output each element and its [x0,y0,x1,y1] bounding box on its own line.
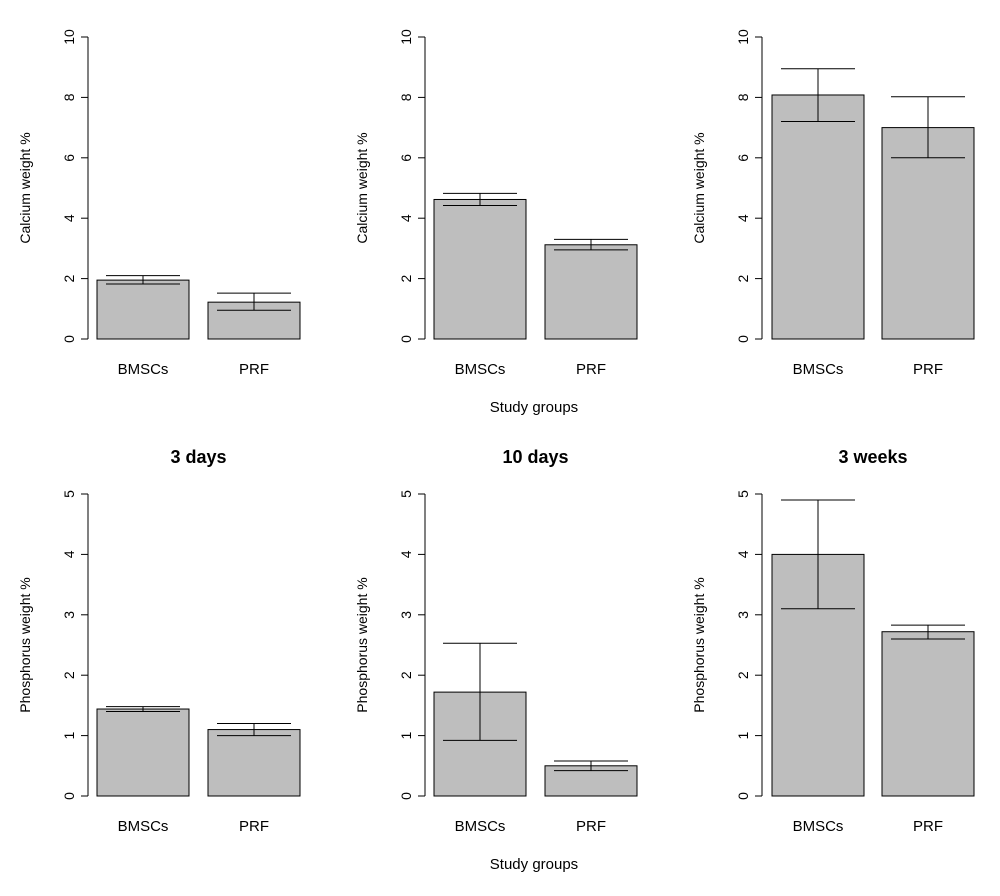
y-tick-label: 4 [398,550,414,558]
y-axis-title: Phosphorus weight % [17,577,33,712]
y-tick-label: 8 [398,93,414,101]
y-tick-label: 1 [61,731,77,739]
y-axis-title: Calcium weight % [17,132,33,243]
bar [96,708,190,797]
y-tick-label: 3 [61,611,77,619]
y-tick-label: 6 [61,154,77,162]
bar [207,729,301,797]
y-tick-label: 5 [735,490,751,498]
y-tick-label: 4 [735,550,751,558]
y-tick-label: 4 [735,214,751,222]
category-label: PRF [239,818,269,835]
y-axis-title: Calcium weight % [691,132,707,243]
category-label: BMSCs [793,818,844,835]
chart-panel-2: 0 2 4 6 8 10 Calcium weight % BMSCs PRF [354,29,638,378]
category-label: PRF [576,818,606,835]
y-tick-label: 3 [398,611,414,619]
y-tick-label: 10 [61,29,77,45]
chart-panel-5: 0 1 2 3 4 5 Phosphorus weight % BMSCs PRF 10 days [354,447,638,835]
y-axis-title: Calcium weight % [354,132,370,243]
bar [881,127,975,340]
category-label: PRF [576,361,606,378]
chart-panel-4: 0 1 2 3 4 5 Phosphorus weight % BMSCs PRF 3 days [17,447,301,835]
y-tick-label: 3 [735,611,751,619]
chart-panel-1: 0 2 4 6 8 10 Calcium weight % BMSCs PRF [17,29,301,378]
y-axis-title: Phosphorus weight % [691,577,707,712]
y-tick-label: 0 [398,335,414,343]
y-tick-label: 2 [735,671,751,679]
category-label: BMSCs [793,361,844,378]
y-tick-label: 0 [735,335,751,343]
category-label: BMSCs [455,818,506,835]
y-tick-label: 0 [735,792,751,800]
y-tick-label: 2 [398,274,414,282]
y-tick-label: 0 [61,792,77,800]
y-tick-label: 2 [61,671,77,679]
study-groups-label-top: Study groups [490,399,578,416]
chart-panel-6: 0 1 2 3 4 5 Phosphorus weight % BMSCs PRF 3 weeks [691,447,975,835]
y-tick-label: 8 [61,93,77,101]
category-label: BMSCs [118,361,169,378]
y-tick-label: 1 [398,731,414,739]
panel-title: 3 weeks [838,447,907,467]
y-tick-label: 10 [735,29,751,45]
bar [771,94,865,340]
y-tick-label: 4 [61,214,77,222]
y-tick-label: 1 [735,731,751,739]
y-tick-label: 0 [398,792,414,800]
category-label: PRF [913,361,943,378]
y-tick-label: 0 [61,335,77,343]
chart-panel-3: 0 2 4 6 8 10 Calcium weight % BMSCs PRF [691,29,975,378]
category-label: BMSCs [455,361,506,378]
y-axis-title: Phosphorus weight % [354,577,370,712]
panel-title: 3 days [170,447,226,467]
y-tick-label: 4 [61,550,77,558]
y-tick-label: 2 [735,274,751,282]
y-tick-label: 5 [61,490,77,498]
panel-title: 10 days [502,447,568,467]
y-tick-label: 4 [398,214,414,222]
y-tick-label: 5 [398,490,414,498]
y-tick-label: 6 [735,154,751,162]
y-tick-label: 2 [61,274,77,282]
category-label: PRF [913,818,943,835]
y-tick-label: 6 [398,154,414,162]
bar [881,631,975,797]
study-groups-label-bottom: Study groups [490,856,578,873]
bar [544,244,638,340]
bar [96,279,190,340]
category-label: PRF [239,361,269,378]
category-label: BMSCs [118,818,169,835]
y-tick-label: 10 [398,29,414,45]
bar [433,198,527,340]
y-tick-label: 2 [398,671,414,679]
y-tick-label: 8 [735,93,751,101]
